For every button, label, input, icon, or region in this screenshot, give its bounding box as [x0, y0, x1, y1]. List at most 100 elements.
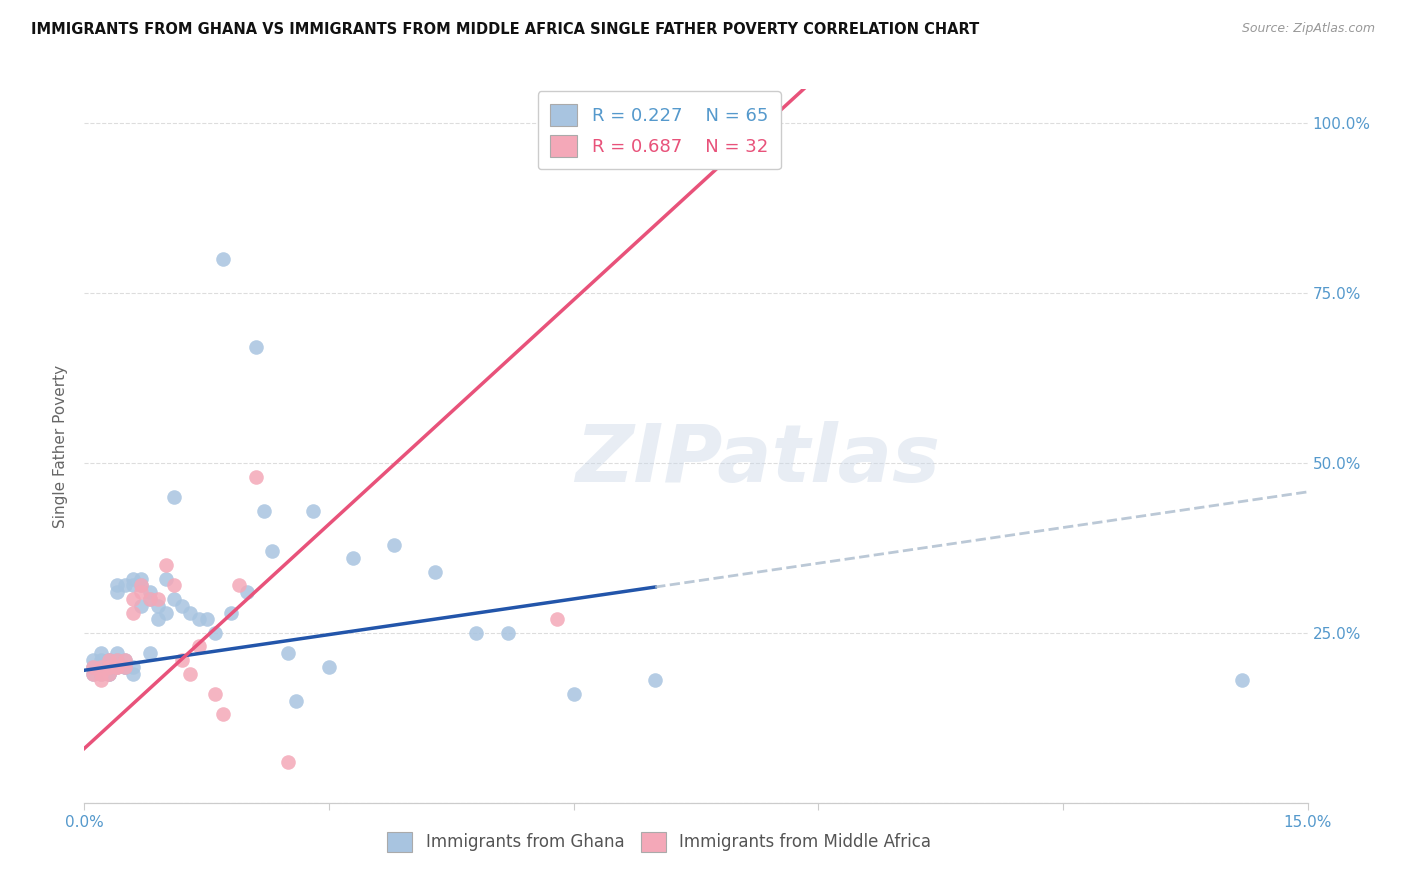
Point [97, 660, 120, 674]
Point [114, 660, 136, 674]
Point [82, 666, 104, 681]
Point [163, 591, 186, 606]
Point [187, 640, 209, 654]
Point [122, 660, 145, 674]
Point [172, 599, 194, 613]
Point [97, 666, 120, 681]
Point [260, 544, 283, 558]
Point [285, 694, 308, 708]
Point [122, 606, 145, 620]
Point [131, 585, 153, 599]
Point [105, 578, 128, 592]
Text: Source: ZipAtlas.com: Source: ZipAtlas.com [1241, 22, 1375, 36]
Legend: Immigrants from Ghana, Immigrants from Middle Africa: Immigrants from Ghana, Immigrants from M… [381, 825, 938, 859]
Point [146, 599, 169, 613]
Point [90, 660, 112, 674]
Point [163, 490, 186, 504]
Point [464, 626, 486, 640]
Point [668, 116, 690, 130]
Point [172, 653, 194, 667]
Point [90, 660, 112, 674]
Point [105, 646, 128, 660]
Point [122, 578, 145, 592]
Point [131, 578, 153, 592]
Point [82, 666, 104, 681]
Point [105, 653, 128, 667]
Point [97, 660, 120, 674]
Point [131, 578, 153, 592]
Point [90, 653, 112, 667]
Point [204, 626, 226, 640]
Text: IMMIGRANTS FROM GHANA VS IMMIGRANTS FROM MIDDLE AFRICA SINGLE FATHER POVERTY COR: IMMIGRANTS FROM GHANA VS IMMIGRANTS FROM… [31, 22, 979, 37]
Point [122, 666, 145, 681]
Point [498, 626, 520, 640]
Point [236, 585, 259, 599]
Point [318, 660, 340, 674]
Point [644, 673, 666, 688]
Point [187, 612, 209, 626]
Point [155, 558, 177, 572]
Point [146, 591, 169, 606]
Point [562, 687, 585, 701]
Point [546, 612, 568, 626]
Point [204, 687, 226, 701]
Point [90, 666, 112, 681]
Y-axis label: Single Father Poverty: Single Father Poverty [53, 365, 69, 527]
Point [97, 660, 120, 674]
Point [277, 646, 299, 660]
Point [163, 578, 186, 592]
Point [97, 653, 120, 667]
Point [90, 660, 112, 674]
Point [342, 551, 364, 566]
Point [131, 599, 153, 613]
Point [146, 612, 169, 626]
Point [423, 565, 446, 579]
Point [212, 252, 235, 266]
Point [179, 606, 201, 620]
Point [138, 591, 160, 606]
Point [82, 660, 104, 674]
Point [90, 660, 112, 674]
Point [114, 660, 136, 674]
Point [90, 646, 112, 660]
Point [138, 646, 160, 660]
Point [138, 591, 160, 606]
Point [114, 660, 136, 674]
Point [219, 606, 242, 620]
Point [90, 673, 112, 688]
Point [114, 660, 136, 674]
Text: ZIPatlas: ZIPatlas [575, 421, 939, 500]
Point [82, 660, 104, 674]
Point [105, 660, 128, 674]
Point [114, 653, 136, 667]
Point [301, 503, 323, 517]
Point [245, 341, 267, 355]
Point [212, 707, 235, 722]
Point [114, 578, 136, 592]
Point [122, 591, 145, 606]
Point [97, 660, 120, 674]
Point [179, 666, 201, 681]
Point [382, 537, 405, 551]
Point [97, 660, 120, 674]
Point [195, 612, 218, 626]
Point [105, 660, 128, 674]
Point [277, 755, 299, 769]
Point [105, 660, 128, 674]
Point [245, 469, 267, 483]
Point [105, 653, 128, 667]
Point [228, 578, 250, 592]
Point [90, 666, 112, 681]
Point [131, 572, 153, 586]
Point [253, 503, 276, 517]
Point [97, 666, 120, 681]
Point [97, 666, 120, 681]
Point [105, 585, 128, 599]
Point [97, 653, 120, 667]
Point [155, 606, 177, 620]
Point [155, 572, 177, 586]
Point [82, 653, 104, 667]
Point [97, 653, 120, 667]
Point [138, 585, 160, 599]
Point [114, 653, 136, 667]
